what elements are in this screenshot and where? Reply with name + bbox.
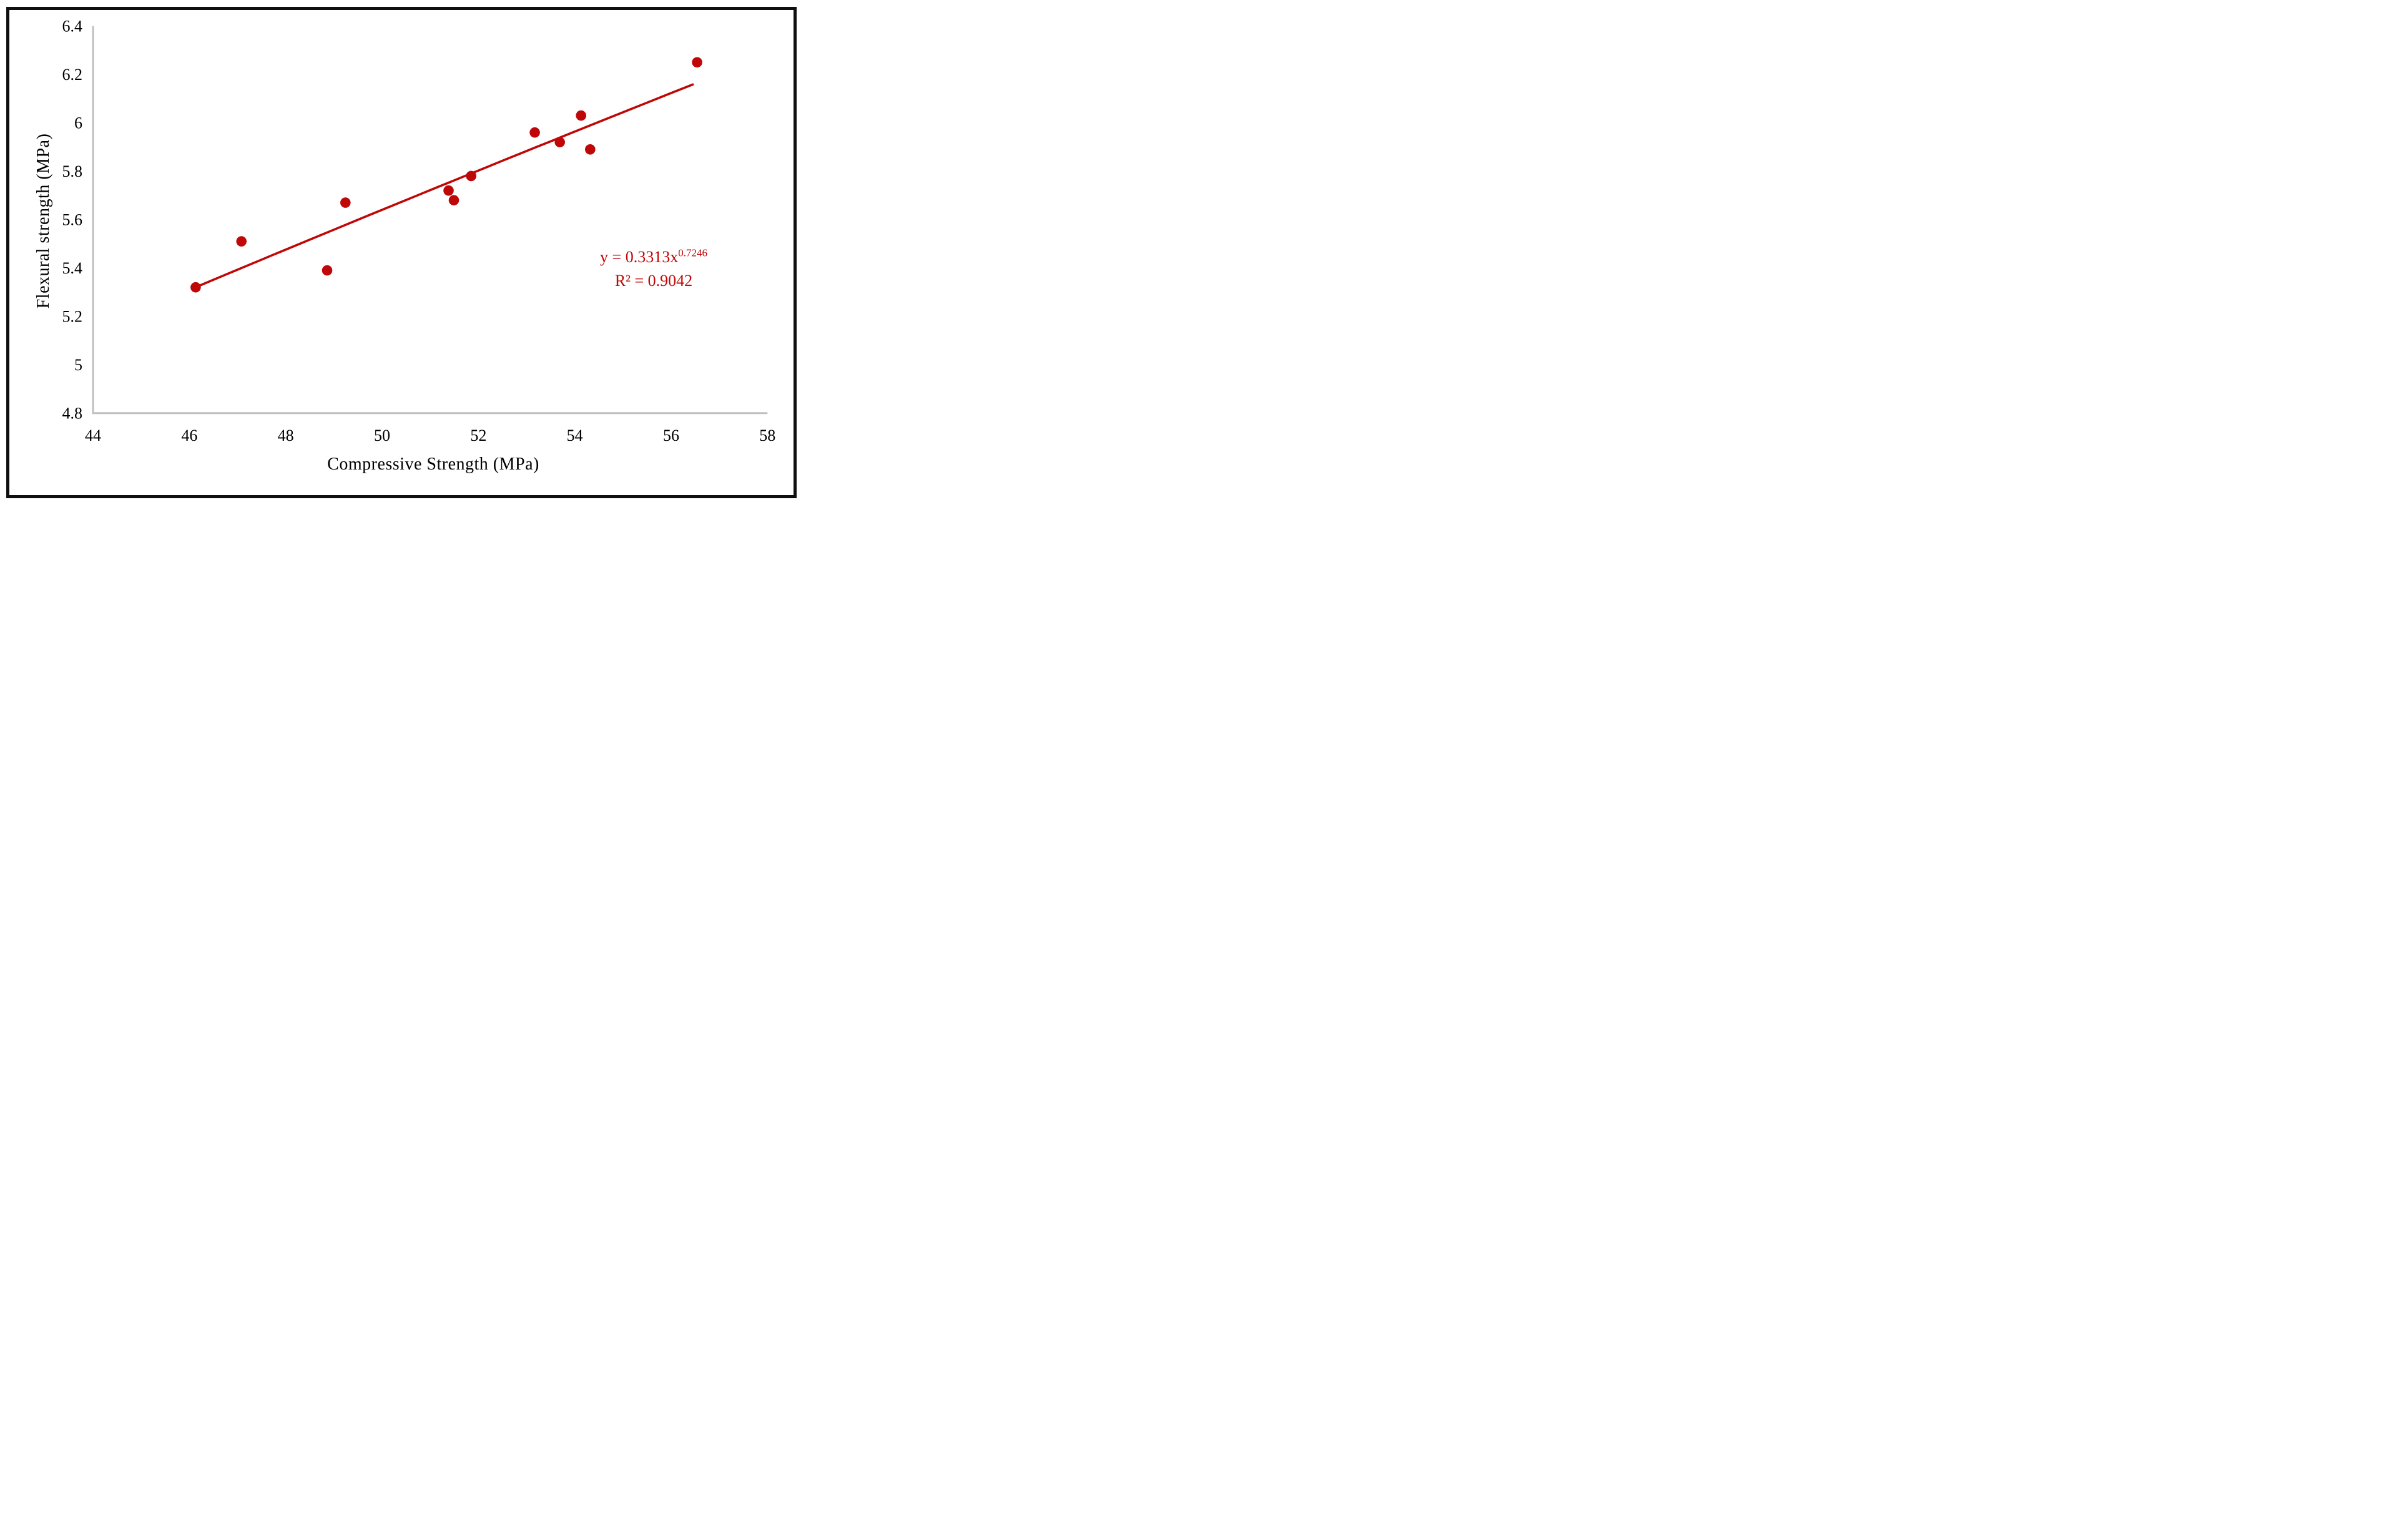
x-tick-label: 48 [278, 426, 294, 445]
y-tick-label: 6 [74, 114, 82, 132]
y-tick-label: 5.8 [62, 162, 83, 180]
x-axis-title: Compressive Strength (MPa) [327, 455, 539, 474]
scatter-plot: 6.4 6.2 6 5.8 5.6 5.4 5.2 5 4.844 46 48 50 52 54 56 58 [62, 17, 776, 445]
data-point [236, 236, 247, 247]
r-squared-text: R² = 0.9042 [614, 272, 693, 290]
data-point [340, 197, 351, 208]
data-point [448, 195, 459, 206]
trendline [198, 83, 694, 287]
x-tick-label: 56 [663, 426, 679, 445]
data-point [585, 144, 596, 155]
y-tick-label: 6.4 [62, 17, 83, 36]
figure: 6.4 6.2 6 5.8 5.6 5.4 5.2 5 4.8 44 46 48 50 52 54 56 58 … [0, 0, 803, 504]
x-tick-label: 58 [759, 426, 775, 445]
y-tick-label: 4.8 [62, 405, 83, 423]
y-axis-title: Flexural strength (MPa) [34, 133, 53, 309]
y-tick-label: 5.6 [62, 211, 83, 229]
axis-lines [92, 26, 768, 415]
data-point [322, 265, 333, 276]
data-point [466, 170, 476, 182]
data-point [529, 127, 540, 138]
trendline-annotation: y = 0.3313x0.7246 R² = 0.9042 [600, 245, 707, 293]
y-tick-label: 6.2 [62, 66, 83, 84]
trendline-equation: y = 0.3313x0.7246 [600, 245, 707, 269]
equation-exponent: 0.7246 [678, 247, 707, 259]
data-point [692, 57, 702, 68]
y-tick-label: 5 [74, 356, 82, 374]
x-tick-label: 44 [85, 426, 101, 445]
x-tick-label: 54 [567, 426, 583, 445]
x-tick-label: 52 [470, 426, 486, 445]
equation-text: y = 0.3313x [600, 248, 679, 266]
data-point [443, 185, 454, 196]
x-tick-label: 50 [374, 426, 390, 445]
y-tick-label: 5.4 [62, 259, 83, 277]
data-point [190, 282, 201, 293]
data-point [576, 110, 586, 121]
y-tick-label: 5.2 [62, 308, 83, 326]
x-tick-label: 46 [181, 426, 197, 445]
data-point [554, 137, 565, 147]
